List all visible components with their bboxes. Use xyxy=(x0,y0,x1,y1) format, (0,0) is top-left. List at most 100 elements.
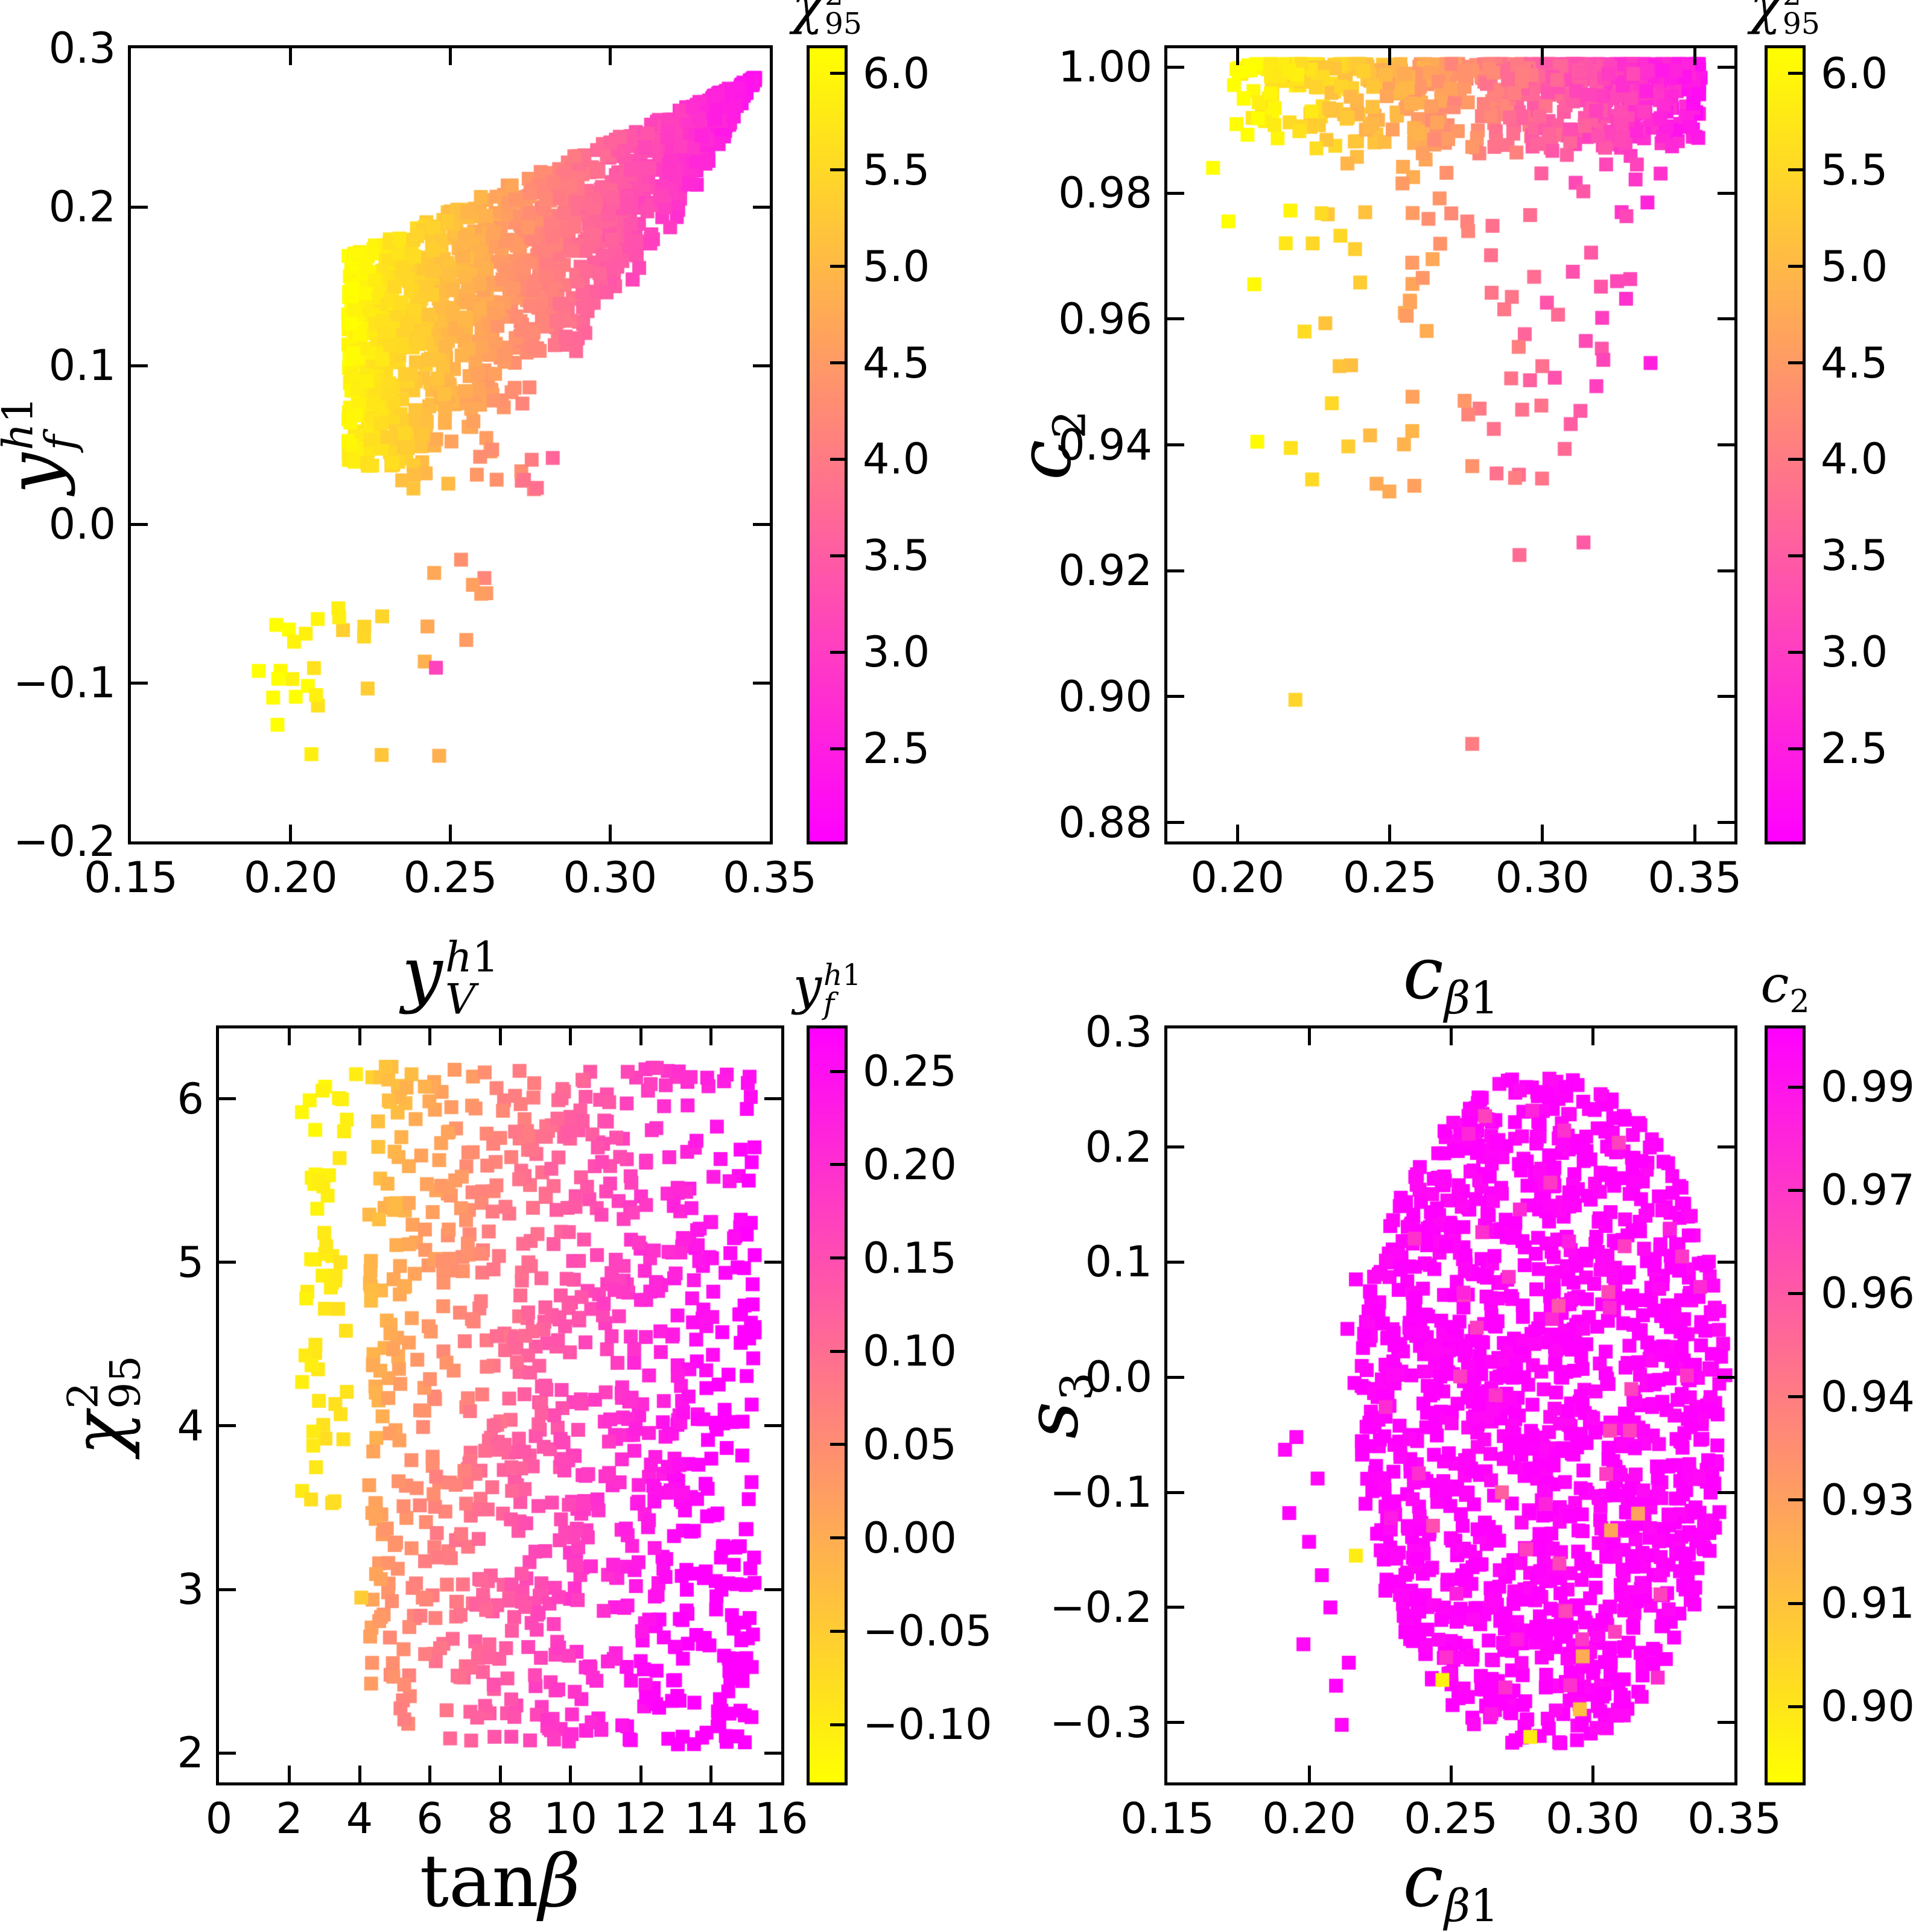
math-segment: 95 xyxy=(1782,7,1820,42)
x-axis-label: cβ1 xyxy=(1403,1840,1499,1932)
math-segment: tan xyxy=(419,1840,539,1924)
y-tick-label: 0.2 xyxy=(48,182,116,232)
x-tick-mark xyxy=(288,1766,291,1782)
colorbar-tick-mark xyxy=(830,1069,845,1073)
x-tick-mark xyxy=(569,1028,572,1045)
colorbar-tick-mark xyxy=(830,1629,845,1633)
colorbar-tick-label: 0.960 xyxy=(1821,1268,1916,1319)
colorbar-tick-mark xyxy=(830,168,845,172)
x-tick-mark xyxy=(449,48,452,65)
colorbar-tick-mark xyxy=(1788,168,1803,172)
x-tick-label: 8 xyxy=(486,1794,514,1843)
colorbar-tick-mark xyxy=(1788,747,1803,750)
y-tick-label: 0.1 xyxy=(48,341,116,390)
colorbar-title-label: y h1 f xyxy=(793,957,861,1020)
x-tick-label: 4 xyxy=(346,1794,373,1843)
y-tick-mark xyxy=(1718,191,1734,195)
y-tick-mark xyxy=(764,1261,781,1264)
y-tick-mark xyxy=(1718,1375,1734,1379)
x-tick-mark xyxy=(1449,1028,1453,1045)
colorbar-tick-label: 2.5 xyxy=(1821,724,1888,774)
math-segment: 3 xyxy=(1050,1372,1103,1401)
colorbar-tick-label: 0.915 xyxy=(1821,1579,1916,1629)
colorbar-tick-mark xyxy=(830,1536,845,1540)
y-tick-label: 0.94 xyxy=(1058,420,1152,470)
colorbar-tick-label: 3.5 xyxy=(1821,531,1888,581)
y-tick-label: 3 xyxy=(177,1565,204,1615)
colorbar-tick-label: 4.5 xyxy=(863,338,930,388)
colorbar-tick-label: 3.0 xyxy=(1821,627,1888,677)
colorbar-gradient xyxy=(1768,48,1803,841)
colorbar-tick-label: 3.5 xyxy=(863,531,930,581)
colorbar-tick-label: 5.5 xyxy=(1821,145,1888,195)
colorbar-tick-label: 0.945 xyxy=(1821,1372,1916,1422)
x-tick-label: 0.15 xyxy=(84,853,178,902)
y-tick-mark xyxy=(1167,317,1184,321)
y-tick-mark xyxy=(219,1097,236,1101)
x-axis-label: tanβ xyxy=(420,1840,580,1924)
y-tick-label: −0.2 xyxy=(1050,1582,1152,1632)
y-tick-label: 0.92 xyxy=(1058,546,1152,596)
colorbar-title-label: c2 xyxy=(1760,955,1809,1020)
colorbar-tick-label: 6.0 xyxy=(863,48,930,98)
x-tick-label: 0.30 xyxy=(1546,1794,1640,1843)
panel-tanb-chi2: 0 2 4 6 8 10 12 14 16 6 5 4 3 2 xyxy=(177,1025,808,1840)
x-tick-mark xyxy=(1307,1766,1311,1782)
colorbar-tick-mark xyxy=(830,265,845,268)
math-segment: 1 xyxy=(1470,1879,1499,1932)
colorbar-tick-mark xyxy=(830,1723,845,1726)
x-tick-mark xyxy=(639,1766,642,1782)
y-tick-mark xyxy=(1718,443,1734,446)
math-segment: 1 xyxy=(0,396,43,423)
colorbar-tick-label: 5.0 xyxy=(1821,241,1888,291)
x-tick-label: 0.25 xyxy=(1404,1794,1498,1843)
y-tick-label: 0.98 xyxy=(1058,168,1152,218)
colorbar-tick-label: 2.5 xyxy=(863,724,930,774)
x-tick-mark xyxy=(358,1028,361,1045)
y-tick-label: 0.3 xyxy=(48,24,116,73)
y-tick-mark xyxy=(1167,1145,1184,1149)
x-tick-mark xyxy=(1591,1766,1594,1782)
scatter-canvas-tanb-vs-chi2 xyxy=(219,1028,781,1782)
y-tick-label: 4 xyxy=(177,1401,204,1451)
y-tick-mark xyxy=(1167,1606,1184,1609)
math-segment: β xyxy=(1444,1879,1471,1932)
colorbar-tick-label: −0.10 xyxy=(863,1700,992,1750)
x-tick-label: 0.30 xyxy=(563,853,658,902)
y-tick-mark xyxy=(1718,65,1734,69)
colorbar-tick-mark xyxy=(1788,265,1803,268)
colorbar-tick-mark xyxy=(1788,1601,1803,1605)
x-tick-mark xyxy=(608,825,612,841)
math-segment: y xyxy=(401,932,443,1016)
math-segment: y xyxy=(0,452,77,494)
colorbar-tick-mark xyxy=(830,72,845,75)
y-tick-label: 0.3 xyxy=(1085,1007,1152,1057)
y-tick-mark xyxy=(1167,1260,1184,1264)
math-segment: c xyxy=(1760,954,1789,1014)
colorbar-tick-mark xyxy=(830,1443,845,1446)
colorbar-tick-mark xyxy=(830,1349,845,1353)
colorbar-tick-mark xyxy=(1788,650,1803,654)
colorbar-tick-mark xyxy=(1788,1188,1803,1192)
x-tick-mark xyxy=(289,825,293,841)
math-segment: y xyxy=(793,957,822,1016)
colorbar-tick-label: −0.05 xyxy=(863,1606,992,1656)
y-tick-label: 0.1 xyxy=(1085,1237,1152,1287)
math-segment: χ xyxy=(792,0,823,36)
y-tick-mark xyxy=(764,1751,781,1755)
x-tick-mark xyxy=(358,1766,361,1782)
x-tick-label: 6 xyxy=(416,1794,443,1843)
y-tick-mark xyxy=(219,1261,236,1264)
x-tick-mark xyxy=(1236,825,1239,841)
x-tick-mark xyxy=(498,1766,502,1782)
x-tick-label: 0.20 xyxy=(1190,853,1285,902)
x-tick-label: 0.35 xyxy=(1648,853,1742,902)
colorbar-tick-label: 5.5 xyxy=(863,145,930,195)
y-tick-mark xyxy=(1167,1490,1184,1494)
y-tick-label: −0.3 xyxy=(1050,1697,1152,1747)
colorbar-gradient xyxy=(810,48,845,841)
